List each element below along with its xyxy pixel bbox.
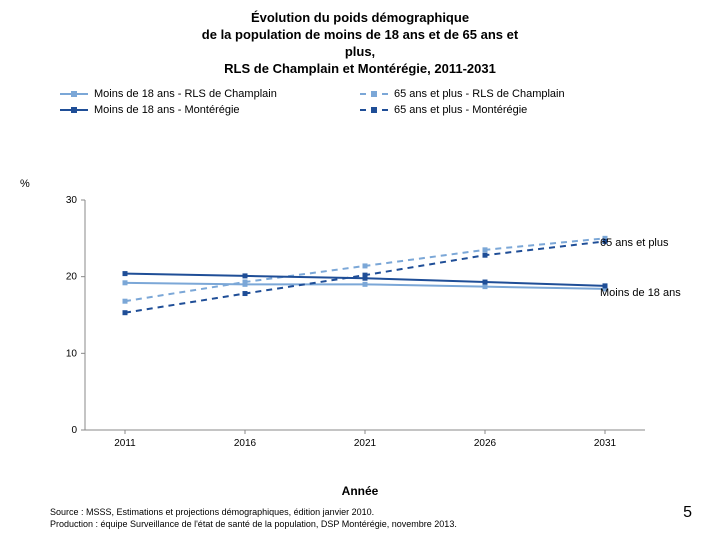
legend-swatch: [360, 104, 388, 116]
x-tick-label: 2026: [474, 438, 497, 449]
x-tick-label: 2011: [114, 438, 136, 449]
series-marker: [363, 273, 368, 278]
series-marker: [123, 280, 128, 285]
annotation-u18: Moins de 18 ans: [600, 287, 681, 299]
x-tick-label: 2021: [354, 438, 377, 449]
y-tick-label: 0: [71, 425, 77, 436]
chart-area: 0 10 20 30 2011 2016 2021 2026 2031: [45, 195, 685, 460]
x-tick-label: 2016: [234, 438, 257, 449]
series-marker: [243, 280, 248, 285]
series-marker: [123, 299, 128, 304]
series-marker: [363, 263, 368, 268]
series-marker: [243, 291, 248, 296]
chart-title: Évolution du poids démographique de la p…: [0, 0, 720, 78]
legend-swatch: [360, 88, 388, 100]
series-marker: [483, 280, 488, 285]
series-marker: [243, 273, 248, 278]
series-marker: [483, 253, 488, 258]
production-line: Production : équipe Surveillance de l'ét…: [50, 518, 457, 530]
legend-swatch: [60, 88, 88, 100]
y-tick-label: 20: [66, 272, 78, 283]
y-axis-label: %: [20, 178, 30, 190]
series-marker: [363, 282, 368, 287]
source-line: Source : MSSS, Estimations et projection…: [50, 506, 457, 518]
legend: Moins de 18 ans - RLS de Champlain 65 ans…: [0, 78, 720, 122]
legend-label: 65 ans et plus - Montérégie: [394, 104, 527, 116]
series-marker: [483, 284, 488, 289]
series-marker: [483, 247, 488, 252]
x-axis-label: Année: [0, 484, 720, 498]
series-line-65p_champlain: [125, 238, 605, 301]
slide-number: 5: [683, 504, 692, 522]
legend-item: 65 ans et plus - Montérégie: [360, 102, 660, 118]
y-tick-label: 30: [66, 195, 78, 206]
x-tick-label: 2031: [594, 438, 617, 449]
legend-label: Moins de 18 ans - RLS de Champlain: [94, 88, 277, 100]
legend-item: Moins de 18 ans - Montérégie: [60, 102, 360, 118]
legend-item: 65 ans et plus - RLS de Champlain: [360, 86, 660, 102]
legend-item: Moins de 18 ans - RLS de Champlain: [60, 86, 360, 102]
annotation-65plus: 65 ans et plus: [600, 237, 669, 249]
series-marker: [123, 310, 128, 315]
legend-swatch: [60, 104, 88, 116]
series-marker: [123, 271, 128, 276]
legend-label: Moins de 18 ans - Montérégie: [94, 104, 240, 116]
y-tick-label: 10: [66, 348, 78, 359]
source-footer: Source : MSSS, Estimations et projection…: [50, 506, 457, 530]
legend-label: 65 ans et plus - RLS de Champlain: [394, 88, 565, 100]
